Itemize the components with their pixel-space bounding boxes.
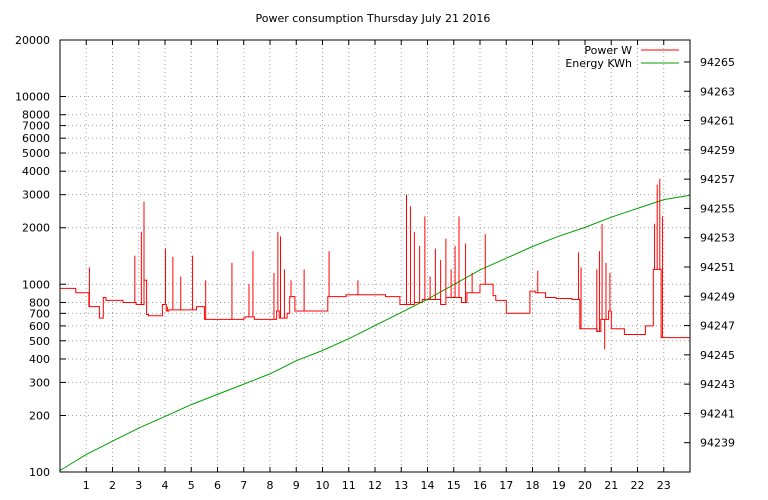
x-tick-label: 8 xyxy=(267,479,274,492)
chart-title: Power consumption Thursday July 21 2016 xyxy=(256,12,491,25)
x-tick-label: 5 xyxy=(188,479,195,492)
x-tick-label: 18 xyxy=(526,479,540,492)
y-right-tick-label: 94255 xyxy=(700,202,735,215)
y-left-tick-label: 300 xyxy=(29,376,50,389)
y-right-tick-label: 94239 xyxy=(700,437,735,450)
y-left-tick-label: 1000 xyxy=(22,278,50,291)
x-tick-label: 23 xyxy=(657,479,671,492)
legend-label-power: Power W xyxy=(584,44,632,57)
y-right-tick-label: 94257 xyxy=(700,173,735,186)
x-tick-label: 10 xyxy=(316,479,330,492)
y-left-tick-label: 3000 xyxy=(22,189,50,202)
x-tick-label: 16 xyxy=(473,479,487,492)
y-right-tick-label: 94253 xyxy=(700,232,735,245)
x-tick-label: 11 xyxy=(342,479,356,492)
y-right-tick-label: 94261 xyxy=(700,115,735,128)
y-right-tick-label: 94251 xyxy=(700,261,735,274)
x-tick-label: 3 xyxy=(135,479,142,492)
y-left-tick-label: 8000 xyxy=(22,109,50,122)
x-tick-label: 2 xyxy=(109,479,116,492)
series-line-power xyxy=(60,268,690,339)
x-tick-label: 17 xyxy=(499,479,513,492)
x-tick-label: 1 xyxy=(83,479,90,492)
x-tick-label: 22 xyxy=(631,479,645,492)
x-tick-label: 14 xyxy=(421,479,435,492)
y-left-tick-label: 100 xyxy=(29,466,50,479)
tick-layer xyxy=(60,39,690,473)
y-left-tick-label: 2000 xyxy=(22,222,50,235)
series-line-energy xyxy=(59,194,691,471)
y-right-tick-label: 94241 xyxy=(700,407,735,420)
x-tick-label: 9 xyxy=(293,479,300,492)
y-left-tick-label: 500 xyxy=(29,335,50,348)
x-tick-label: 13 xyxy=(394,479,408,492)
y-left-tick-label: 7000 xyxy=(22,120,50,133)
y-right-tick-label: 94247 xyxy=(700,320,735,333)
grid-layer xyxy=(60,39,690,473)
x-tick-label: 12 xyxy=(368,479,382,492)
x-tick-label: 4 xyxy=(162,479,169,492)
y-left-tick-label: 200 xyxy=(29,409,50,422)
x-tick-label: 7 xyxy=(240,479,247,492)
y-right-tick-label: 94265 xyxy=(700,56,735,69)
x-tick-label: 15 xyxy=(447,479,461,492)
legend-label-energy: Energy KWh xyxy=(565,57,632,70)
y-left-tick-label: 10000 xyxy=(15,91,50,104)
y-left-tick-label: 400 xyxy=(29,353,50,366)
y-left-tick-label: 20000 xyxy=(15,34,50,47)
y-left-tick-label: 700 xyxy=(29,307,50,320)
y-right-tick-label: 94263 xyxy=(700,85,735,98)
x-tick-label: 6 xyxy=(214,479,221,492)
y-left-tick-label: 800 xyxy=(29,296,50,309)
y-left-tick-label: 6000 xyxy=(22,132,50,145)
legend: Power W Energy KWh xyxy=(565,44,679,70)
y-right-tick-label: 94259 xyxy=(700,144,735,157)
y-left-tick-label: 600 xyxy=(29,320,50,333)
y-left-tick-label: 4000 xyxy=(22,165,50,178)
y-left-tick-label: 5000 xyxy=(22,147,50,160)
x-tick-label: 21 xyxy=(604,479,618,492)
label-layer: 1 2 3 4 5 6 7 8 9 10 11 12 13 14 15 16 17 18 19 20 21 22 23100… xyxy=(15,34,735,492)
x-tick-label: 19 xyxy=(552,479,566,492)
y-right-tick-label: 94245 xyxy=(700,349,735,362)
y-right-tick-label: 94243 xyxy=(700,378,735,391)
series-layer xyxy=(59,178,691,471)
y-right-tick-label: 94249 xyxy=(700,290,735,303)
x-tick-label: 20 xyxy=(578,479,592,492)
